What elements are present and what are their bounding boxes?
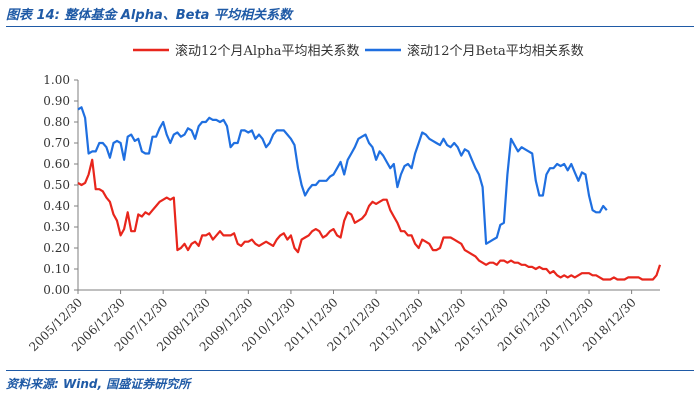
y-tick-label: 0.30 — [43, 220, 70, 234]
line-chart: 滚动12个月Alpha平均相关系数 滚动12个月Beta平均相关系数 0.000.… — [26, 43, 662, 354]
chart-legend: 滚动12个月Alpha平均相关系数 滚动12个月Beta平均相关系数 — [133, 43, 584, 59]
y-tick-label: 0.60 — [43, 157, 70, 171]
y-tick-label: 0.00 — [43, 283, 70, 297]
y-tick-label: 0.10 — [43, 262, 70, 276]
y-tick-label: 1.00 — [43, 73, 70, 87]
title-rule — [6, 26, 694, 27]
y-tick-label: 0.90 — [43, 94, 70, 108]
y-tick-label: 0.20 — [43, 241, 70, 255]
legend-beta-label: 滚动12个月Beta平均相关系数 — [407, 43, 584, 59]
legend-alpha-label: 滚动12个月Alpha平均相关系数 — [175, 43, 360, 59]
y-tick-label: 0.50 — [43, 178, 70, 192]
y-tick-label: 0.80 — [43, 115, 70, 129]
beta-series-line — [77, 106, 608, 245]
source-rule — [6, 370, 694, 371]
figure-source: 资料来源: Wind, 国盛证券研究所 — [6, 377, 191, 391]
series-lines — [77, 106, 662, 281]
y-tick-label: 0.70 — [43, 136, 70, 150]
y-axis: 0.00 0.10 0.20 0.30 0.40 0.50 0.60 0.70 0.80 0.90… — [43, 73, 79, 297]
y-tick-label: 0.40 — [43, 199, 70, 213]
figure-title: 图表 14: 整体基金 Alpha、Beta 平均相关系数 — [6, 8, 292, 23]
x-axis: 2005/12/302006/12/302007/12/302008/12/30… — [26, 289, 660, 354]
alpha-series-line — [77, 158, 662, 281]
